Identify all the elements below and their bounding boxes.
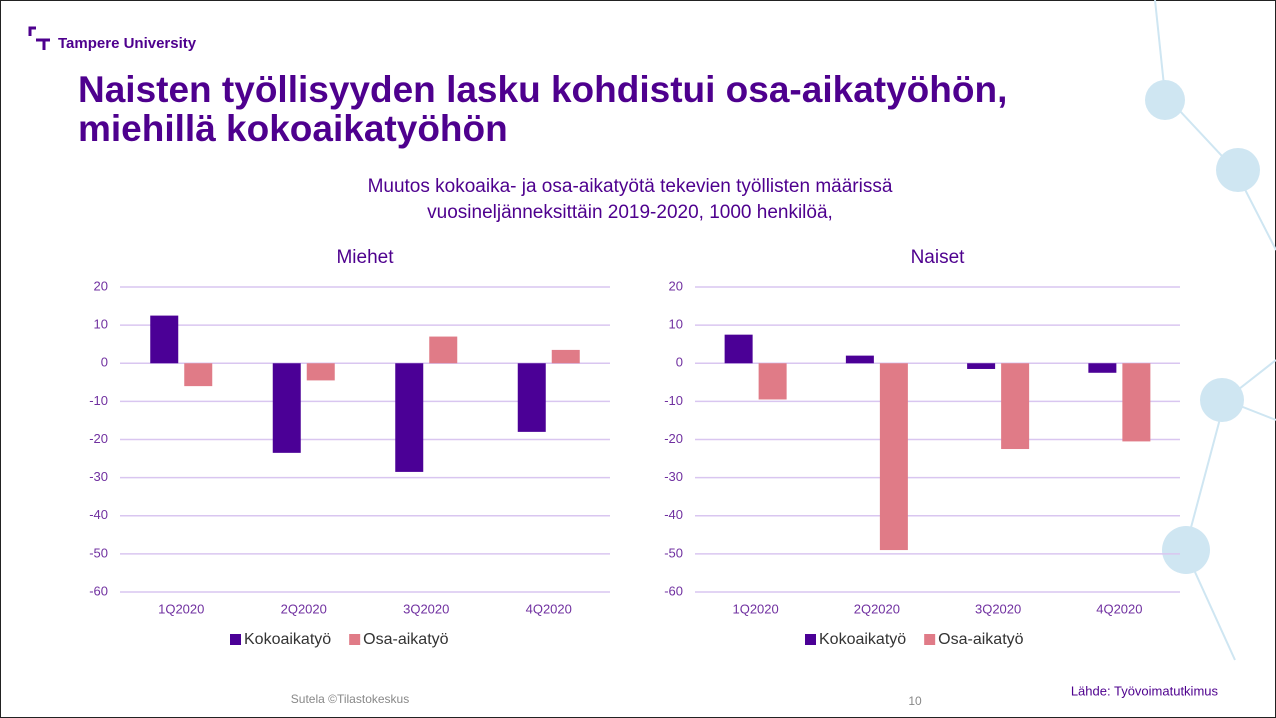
y-tick-label: 20 <box>669 278 683 293</box>
chart-title: Miehet <box>336 247 394 268</box>
slide-title: miehillä kokoaikatyöhön <box>78 108 508 149</box>
bar <box>759 363 787 399</box>
bar <box>846 356 874 364</box>
footer-author: Sutela ©Tilastokeskus <box>291 692 409 706</box>
bar <box>880 363 908 550</box>
y-tick-label: -10 <box>664 393 683 408</box>
bar <box>552 350 580 363</box>
subtitle: vuosineljänneksittäin 2019-2020, 1000 he… <box>427 202 833 223</box>
legend-swatch <box>924 634 935 645</box>
y-tick-label: -40 <box>664 507 683 522</box>
bar <box>429 337 457 364</box>
chart-title: Naiset <box>911 247 966 268</box>
x-tick-label: 3Q2020 <box>403 601 449 616</box>
legend-swatch <box>805 634 816 645</box>
y-tick-label: -30 <box>664 469 683 484</box>
bar <box>1088 363 1116 373</box>
bar <box>395 363 423 472</box>
bar <box>150 316 178 364</box>
y-tick-label: 0 <box>101 355 108 370</box>
x-tick-label: 3Q2020 <box>975 601 1021 616</box>
legend-label: Kokoaikatyö <box>244 631 331 648</box>
legend-label: Kokoaikatyö <box>819 631 906 648</box>
bar <box>273 363 301 453</box>
y-tick-label: -40 <box>89 507 108 522</box>
x-tick-label: 1Q2020 <box>158 601 204 616</box>
bar <box>967 363 995 369</box>
subtitle: Muutos kokoaika- ja osa-aikatyötä tekevi… <box>368 176 893 197</box>
x-tick-label: 1Q2020 <box>732 601 778 616</box>
bar <box>518 363 546 432</box>
bar <box>307 363 335 380</box>
bar <box>184 363 212 386</box>
x-tick-label: 4Q2020 <box>526 601 572 616</box>
y-tick-label: 0 <box>676 355 683 370</box>
x-tick-label: 2Q2020 <box>854 601 900 616</box>
y-tick-label: -20 <box>664 431 683 446</box>
legend-swatch <box>230 634 241 645</box>
slide: Tampere University Naisten työllisyyden … <box>0 0 1276 718</box>
y-tick-label: 10 <box>669 317 683 332</box>
x-tick-label: 4Q2020 <box>1096 601 1142 616</box>
bar <box>1001 363 1029 449</box>
source: Lähde: Työvoimatutkimus <box>1071 683 1219 698</box>
y-tick-label: -60 <box>664 583 683 598</box>
y-tick-label: -20 <box>89 431 108 446</box>
y-tick-label: 20 <box>94 278 108 293</box>
page-number: 10 <box>908 694 922 708</box>
bar <box>725 335 753 364</box>
legend-swatch <box>349 634 360 645</box>
legend-label: Osa-aikatyö <box>938 631 1023 648</box>
y-tick-label: -50 <box>89 545 108 560</box>
x-tick-label: 2Q2020 <box>281 601 327 616</box>
logo-text: Tampere University <box>58 35 197 52</box>
y-tick-label: -50 <box>664 545 683 560</box>
y-tick-label: -30 <box>89 469 108 484</box>
y-tick-label: -60 <box>89 583 108 598</box>
legend-label: Osa-aikatyö <box>363 631 448 648</box>
bar <box>1122 363 1150 441</box>
y-tick-label: -10 <box>89 393 108 408</box>
y-tick-label: 10 <box>94 317 108 332</box>
slide-title: Naisten työllisyyden lasku kohdistui osa… <box>78 69 1007 110</box>
